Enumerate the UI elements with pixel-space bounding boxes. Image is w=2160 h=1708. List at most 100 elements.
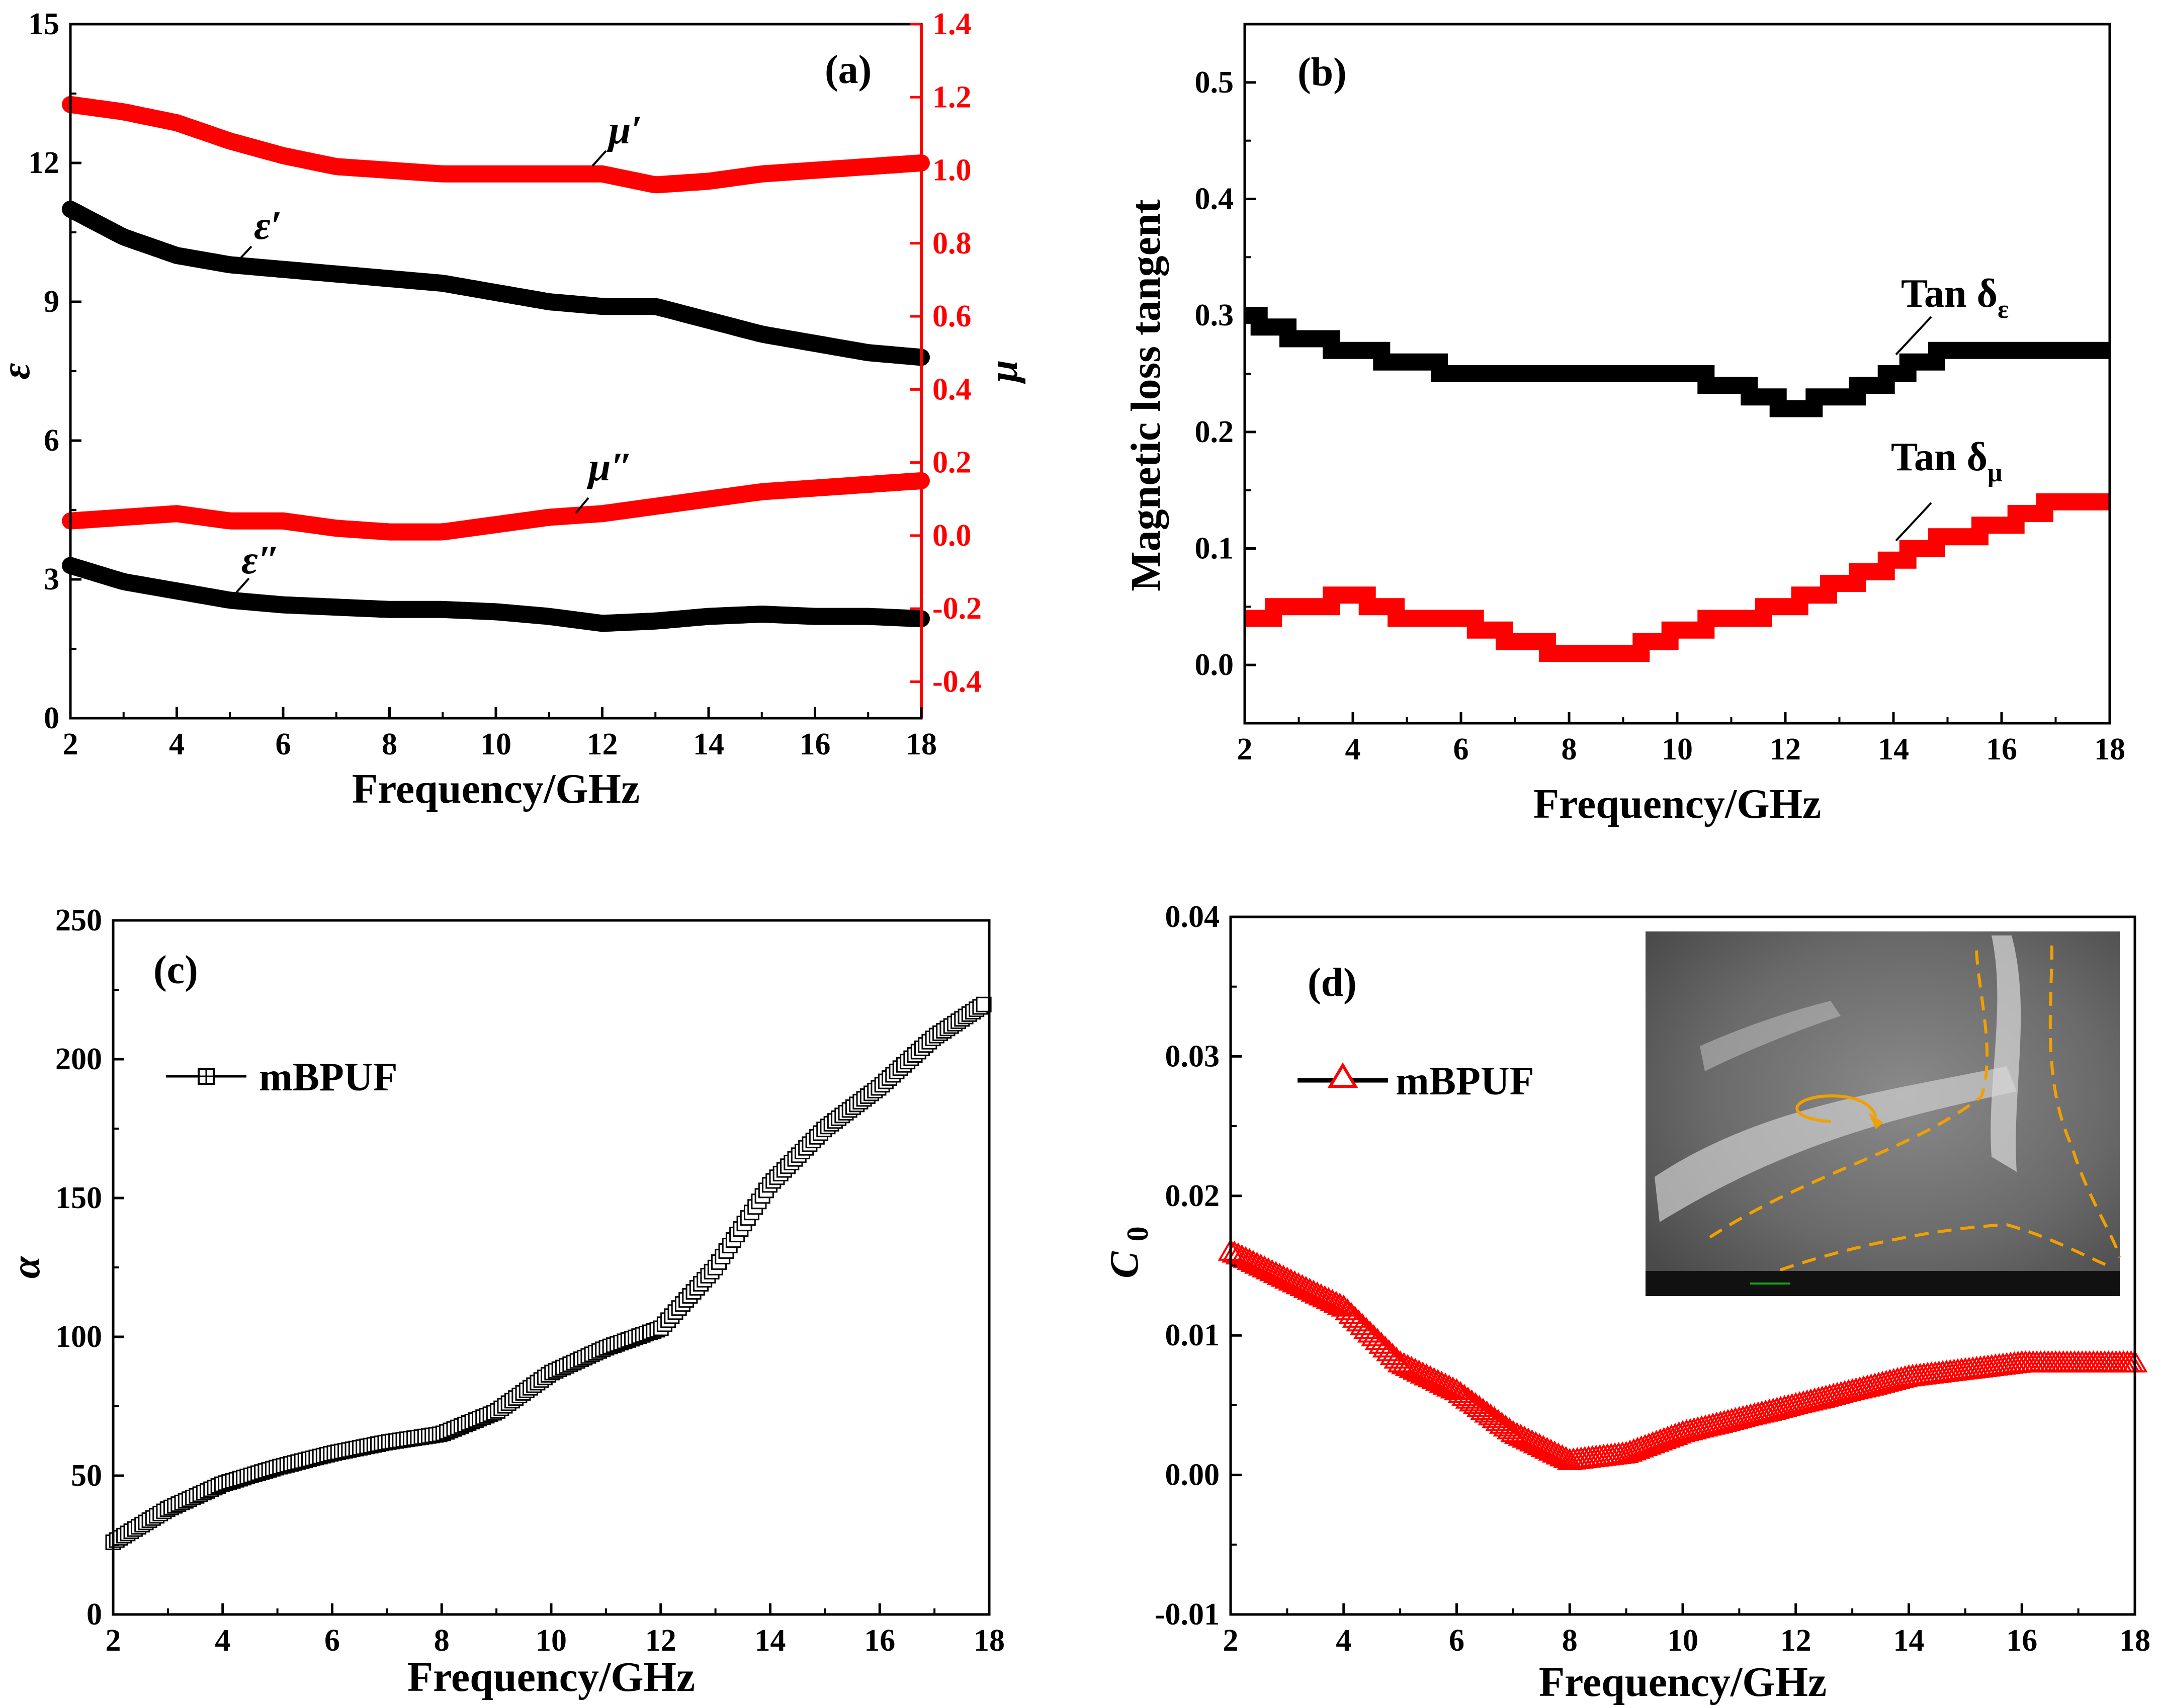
x-tick-label: 16 <box>800 727 831 761</box>
panel-c-frame <box>112 919 991 1616</box>
annot-tan-mu-leader <box>1895 502 1932 542</box>
data-point-d <box>1406 1359 1432 1382</box>
sem-arrow-arc <box>1795 1094 1877 1123</box>
panel-c-legend: mBPUF <box>166 1055 398 1099</box>
panel-a: 2 4 6 8 10 12 14 16 18 0 3 6 9 12 15 -0.4 -0.2 0.0 0.2 0.… <box>0 7 1026 812</box>
y-tick-label: -0.01 <box>1155 1597 1220 1632</box>
x-tick-label: 16 <box>1986 732 2017 766</box>
legend-d-marker <box>1327 1062 1358 1088</box>
data-point-d <box>2054 1350 2080 1373</box>
legend-c-text: mBPUF <box>259 1055 398 1099</box>
data-point-d <box>1429 1371 1455 1393</box>
data-point-d <box>2046 1350 2072 1373</box>
data-point-d <box>1316 1287 1342 1309</box>
x-tick-label: 10 <box>536 1624 567 1658</box>
series-line-b-1 <box>1245 493 2110 662</box>
data-point-d <box>1263 1261 1289 1284</box>
annot-mu2-leader <box>575 497 589 514</box>
y2-tick-label: 0.2 <box>932 446 972 480</box>
panel-d-curves <box>1218 1238 2148 1470</box>
panel-d-x-ticks: 2 4 6 8 10 12 14 16 18 <box>1223 1603 2150 1658</box>
x-tick-label: 8 <box>1562 1624 1578 1658</box>
panel-a-x-ticks: 2 4 6 8 10 12 14 16 18 <box>63 707 937 761</box>
panel-a-label: (a) <box>825 48 872 92</box>
data-point-d <box>1414 1363 1440 1386</box>
y-tick-label: 0.5 <box>1195 65 1234 100</box>
data-point-d <box>1417 1365 1443 1388</box>
x-tick-label: 2 <box>63 727 78 761</box>
panel-a-ylabel: ε <box>0 363 38 379</box>
sem-info-bar <box>1646 1271 2120 1296</box>
y-tick-label: 3 <box>44 562 59 596</box>
x-tick-label: 14 <box>1893 1624 1925 1658</box>
panel-d-y-ticks: -0.01 0.00 0.01 0.02 0.03 0.04 <box>1155 900 1242 1632</box>
data-point-d <box>1270 1264 1297 1287</box>
data-point-d <box>1425 1369 1451 1391</box>
annot-tan-eps: Tan δε <box>1901 272 2009 324</box>
x-tick-label: 6 <box>324 1624 340 1658</box>
data-point-d <box>1666 1421 1692 1444</box>
data-point-d <box>2065 1350 2092 1373</box>
x-tick-label: 10 <box>1667 1624 1698 1658</box>
y-tick-label: 0 <box>87 1597 102 1632</box>
y-tick-label: 150 <box>55 1181 102 1215</box>
data-point-d <box>1251 1255 1277 1278</box>
panel-d-xlabel: Frequency/GHz <box>1539 1659 1827 1705</box>
y-tick-label: 12 <box>28 146 59 180</box>
annot-tan-mu-sub: μ <box>1988 459 2002 487</box>
data-point-d <box>1244 1251 1270 1274</box>
data-point-d <box>2111 1350 2136 1373</box>
x-tick-label: 4 <box>1336 1624 1351 1658</box>
data-point-d <box>1293 1275 1319 1298</box>
series-line-a-2 <box>62 472 930 541</box>
annot-tan-eps-leader <box>1895 316 1932 356</box>
annot-eps2: ε″ <box>241 538 280 582</box>
data-point-d <box>1289 1274 1315 1297</box>
sem-inset <box>1646 931 2121 1296</box>
data-point-d <box>1229 1244 1255 1266</box>
data-point-d <box>1225 1242 1251 1265</box>
y-tick-label: 0.00 <box>1165 1458 1220 1492</box>
y-tick-label: 0 <box>44 701 59 735</box>
data-point-d <box>1297 1277 1323 1300</box>
data-point-d <box>1240 1249 1266 1272</box>
data-point-d <box>2039 1350 2065 1373</box>
annot-eps1-leader <box>235 245 252 264</box>
x-tick-label: 18 <box>906 727 937 761</box>
legend-d-text: mBPUF <box>1396 1059 1534 1103</box>
data-point-d <box>1534 1436 1560 1459</box>
x-tick-label: 16 <box>864 1624 895 1658</box>
x-tick-label: 8 <box>434 1624 450 1658</box>
y-tick-label: 0.0 <box>1195 648 1234 682</box>
y2-tick-label: -0.4 <box>932 664 982 699</box>
panel-a-y2label: μ <box>982 360 1026 385</box>
x-tick-label: 4 <box>215 1624 230 1658</box>
sem-dash-3 <box>1780 1223 2113 1271</box>
annot-tan-eps-main: Tan δ <box>1901 272 1998 316</box>
panel-c-y-ticks: 0 50 100 150 200 250 <box>55 903 124 1632</box>
sem-dash-1 <box>1709 945 1989 1239</box>
panel-a-curves <box>62 96 930 632</box>
data-point-d <box>2118 1350 2144 1373</box>
data-point-d <box>2024 1350 2050 1373</box>
data-point-d <box>1301 1279 1327 1302</box>
series-line-a-3 <box>62 557 930 632</box>
data-point-d <box>1530 1434 1557 1457</box>
data-point-d <box>2028 1350 2054 1373</box>
data-point-d <box>2088 1350 2114 1373</box>
x-tick-label: 12 <box>645 1624 676 1658</box>
data-point-d <box>1259 1259 1285 1282</box>
annot-eps1: ε′ <box>254 204 282 248</box>
data-point-d <box>2103 1350 2129 1373</box>
annot-eps2-leader <box>235 577 250 593</box>
x-tick-label: 6 <box>276 727 291 761</box>
series-line-a-0 <box>62 96 930 194</box>
data-point-d <box>2031 1350 2057 1373</box>
data-point-d <box>1523 1431 1549 1454</box>
data-point-d <box>1233 1246 1259 1268</box>
series-line-b-0 <box>1244 307 2110 417</box>
x-tick-label: 18 <box>974 1624 1005 1658</box>
data-point-d <box>1285 1272 1312 1295</box>
data-point-d <box>1304 1281 1330 1304</box>
data-point-d <box>1549 1444 1575 1467</box>
